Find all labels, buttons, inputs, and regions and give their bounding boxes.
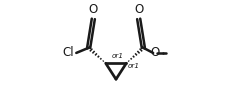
Text: O: O	[149, 46, 159, 59]
Text: O: O	[88, 3, 97, 16]
Text: Cl: Cl	[62, 46, 73, 59]
Text: or1: or1	[111, 53, 123, 59]
Text: O: O	[134, 3, 143, 16]
Text: or1: or1	[127, 63, 139, 69]
